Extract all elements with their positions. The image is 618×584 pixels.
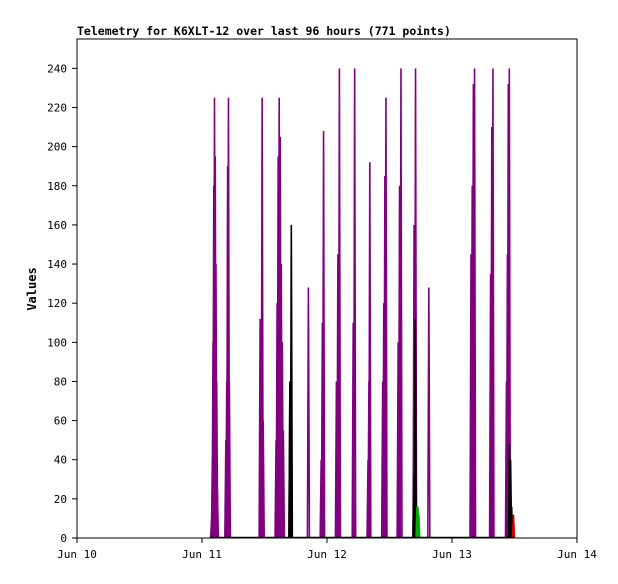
series-1-point-36 bbox=[352, 68, 357, 539]
y-tick-label-12: 240 bbox=[47, 62, 67, 75]
x-tick-label-1: Jun 11 bbox=[182, 548, 222, 561]
series-1-point-9 bbox=[215, 489, 220, 539]
series-layer bbox=[209, 68, 516, 539]
y-tick-label-6: 120 bbox=[47, 297, 67, 310]
axis-layer: 0 20 40 60 80 100 120 140 160 180 200 220 240 Jun 10 J… bbox=[47, 62, 597, 561]
series-1-point-46 bbox=[399, 68, 403, 539]
series-1-point-43 bbox=[384, 97, 388, 539]
series-1-point-39 bbox=[368, 162, 372, 539]
series-2-point-2 bbox=[289, 224, 294, 539]
y-tick-label-10: 200 bbox=[47, 141, 67, 154]
series-1 bbox=[209, 68, 512, 539]
y-tick-label-1: 20 bbox=[54, 493, 67, 506]
chart-title: Telemetry for K6XLT-12 over last 96 hour… bbox=[77, 24, 451, 38]
series-1-point-14 bbox=[227, 381, 232, 539]
series-3 bbox=[415, 506, 421, 539]
y-tick-label-5: 100 bbox=[47, 336, 67, 349]
y-tick-label-7: 140 bbox=[47, 258, 67, 271]
series-1-point-28 bbox=[306, 287, 311, 539]
y-tick-label-0: 0 bbox=[60, 532, 67, 545]
series-1-point-18 bbox=[261, 420, 265, 539]
series-1-point-53 bbox=[472, 68, 477, 539]
plot-area-border bbox=[76, 38, 578, 539]
x-tick-label-2: Jun 12 bbox=[307, 548, 347, 561]
y-tick-label-4: 80 bbox=[54, 375, 67, 388]
y-tick-label-2: 40 bbox=[54, 454, 67, 467]
series-1-point-26 bbox=[281, 430, 286, 539]
plot-frame bbox=[76, 38, 578, 539]
series-1-point-8 bbox=[214, 381, 219, 539]
y-tick-label-11: 220 bbox=[47, 101, 67, 114]
series-1-point-34 bbox=[337, 68, 342, 539]
series-1-point-56 bbox=[491, 68, 495, 539]
series-1-point-49 bbox=[427, 287, 431, 539]
y-tick-label-9: 180 bbox=[47, 180, 67, 193]
series-4-point-1 bbox=[511, 514, 516, 539]
x-tick-label-3: Jun 13 bbox=[432, 548, 472, 561]
y-tick-label-3: 60 bbox=[54, 415, 67, 428]
y-axis-label: Values bbox=[25, 267, 39, 310]
y-tick-label-8: 160 bbox=[47, 219, 67, 232]
series-3-point-3 bbox=[416, 514, 421, 539]
x-tick-label-4: Jun 14 bbox=[557, 548, 597, 561]
series-2-point-4 bbox=[413, 318, 418, 539]
series-1-point-31 bbox=[321, 130, 326, 539]
series-2 bbox=[288, 224, 514, 539]
series-1-point-17 bbox=[260, 97, 264, 539]
series-4 bbox=[511, 514, 516, 539]
series-1-point-60 bbox=[507, 68, 512, 539]
x-tick-label-0: Jun 10 bbox=[57, 548, 97, 561]
